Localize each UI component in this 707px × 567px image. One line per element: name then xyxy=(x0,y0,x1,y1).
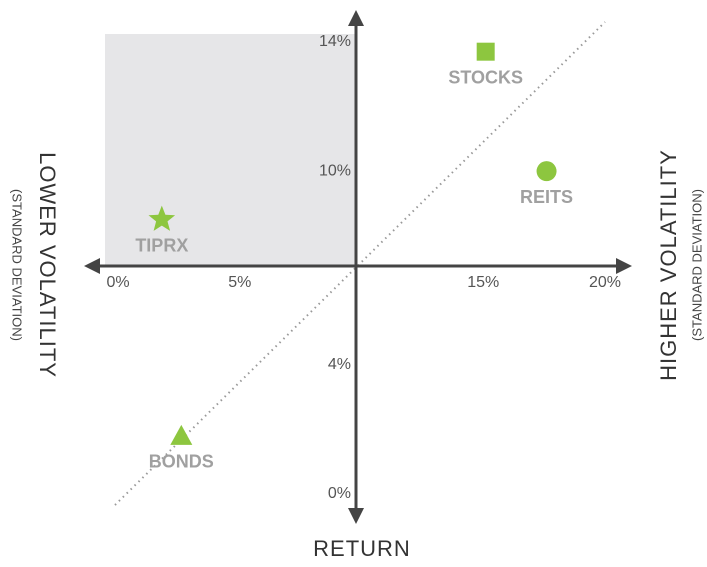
arrow-left xyxy=(84,258,100,274)
arrow-up xyxy=(348,10,364,26)
point-label: TIPRX xyxy=(135,235,188,255)
point xyxy=(148,205,176,231)
x-tick-label: 0% xyxy=(106,274,129,291)
left-axis-subtitle: (STANDARD DEVIATION) xyxy=(10,189,25,341)
x-tick-label: 20% xyxy=(589,274,621,291)
point-label: BONDS xyxy=(149,452,214,472)
y-axis-title: RETURN xyxy=(313,536,411,561)
x-tick-label: 5% xyxy=(228,274,251,291)
x-tick-label: 15% xyxy=(467,274,499,291)
arrow-down xyxy=(348,508,364,524)
arrow-right xyxy=(616,258,632,274)
point xyxy=(476,42,495,61)
point xyxy=(170,424,193,445)
right-axis-title: HIGHER VOLATILITY xyxy=(656,149,681,381)
left-axis-title: LOWER VOLATILITY xyxy=(35,152,60,378)
y-tick-label: 14% xyxy=(319,33,351,50)
y-tick-label: 4% xyxy=(328,356,351,373)
highlight-region xyxy=(105,34,356,266)
point xyxy=(536,161,557,182)
point-label: REITS xyxy=(520,187,573,207)
y-tick-label: 10% xyxy=(319,162,351,179)
y-tick-label: 0% xyxy=(328,485,351,502)
right-axis-subtitle: (STANDARD DEVIATION) xyxy=(689,189,704,341)
point-label: STOCKS xyxy=(448,67,523,87)
diagonal xyxy=(114,21,606,506)
